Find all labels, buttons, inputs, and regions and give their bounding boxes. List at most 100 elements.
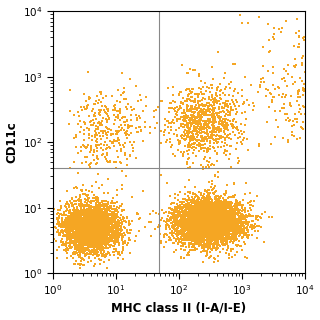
Point: [174, 232, 179, 237]
Point: [222, 126, 227, 131]
Point: [180, 201, 185, 206]
Point: [184, 107, 189, 112]
Point: [96, 197, 101, 202]
Point: [163, 140, 168, 145]
Point: [73, 242, 78, 247]
Point: [199, 225, 204, 230]
Point: [69, 223, 74, 228]
Point: [100, 152, 105, 157]
Point: [215, 242, 220, 247]
Point: [196, 223, 201, 228]
Point: [108, 226, 113, 231]
Point: [212, 216, 217, 221]
Point: [87, 249, 92, 254]
Point: [196, 225, 201, 230]
Point: [207, 237, 212, 242]
Point: [79, 209, 84, 214]
Point: [214, 205, 219, 210]
Point: [199, 203, 204, 208]
Point: [106, 226, 111, 231]
Point: [81, 215, 86, 220]
Point: [239, 214, 244, 219]
Point: [71, 230, 76, 235]
Point: [111, 229, 116, 234]
Point: [80, 222, 85, 227]
Point: [80, 250, 85, 255]
Point: [89, 223, 94, 228]
Point: [204, 110, 209, 115]
Point: [78, 209, 83, 214]
Point: [192, 230, 197, 235]
Point: [216, 113, 221, 118]
Point: [204, 220, 210, 225]
Point: [234, 242, 239, 247]
Point: [180, 212, 185, 218]
Point: [74, 218, 79, 223]
Point: [72, 239, 77, 244]
Point: [86, 211, 92, 216]
Point: [66, 228, 71, 233]
Point: [85, 232, 91, 237]
Point: [220, 218, 225, 223]
Point: [209, 231, 214, 236]
Point: [61, 221, 67, 226]
Point: [97, 243, 102, 248]
Point: [74, 232, 79, 237]
Point: [191, 128, 196, 133]
Point: [232, 193, 237, 198]
Point: [212, 217, 217, 222]
Point: [104, 143, 109, 148]
Point: [212, 221, 217, 227]
Point: [185, 216, 190, 221]
Point: [97, 230, 102, 235]
Point: [190, 243, 195, 248]
Point: [218, 115, 223, 120]
Point: [201, 237, 206, 242]
Point: [200, 228, 205, 233]
Point: [187, 218, 192, 223]
Point: [193, 106, 198, 111]
Point: [89, 201, 94, 206]
Point: [182, 218, 187, 223]
Point: [177, 221, 182, 226]
Point: [80, 230, 85, 235]
Point: [103, 238, 108, 244]
Point: [100, 244, 105, 250]
Point: [191, 214, 196, 220]
Point: [198, 231, 203, 236]
Point: [190, 227, 195, 232]
Point: [79, 227, 84, 232]
Point: [169, 142, 174, 147]
Point: [227, 224, 232, 229]
Point: [196, 222, 202, 227]
Point: [75, 245, 80, 250]
Point: [81, 247, 86, 252]
Point: [214, 231, 220, 236]
Point: [50, 216, 55, 221]
Point: [192, 245, 197, 251]
Point: [202, 227, 207, 232]
Point: [209, 184, 214, 189]
Point: [92, 220, 98, 225]
Point: [216, 231, 221, 236]
Point: [226, 215, 231, 220]
Point: [105, 132, 110, 137]
Point: [81, 257, 86, 262]
Point: [223, 207, 228, 212]
Point: [93, 239, 99, 244]
Point: [86, 244, 92, 249]
Point: [205, 246, 210, 251]
Point: [101, 199, 106, 204]
Point: [70, 251, 76, 256]
Point: [198, 218, 203, 223]
Point: [199, 216, 204, 221]
Point: [219, 206, 224, 212]
Point: [190, 215, 196, 220]
Point: [183, 215, 188, 220]
Point: [75, 232, 80, 237]
Point: [83, 211, 88, 216]
Point: [96, 226, 101, 231]
Point: [62, 228, 68, 233]
Point: [225, 215, 230, 220]
Point: [95, 146, 100, 151]
